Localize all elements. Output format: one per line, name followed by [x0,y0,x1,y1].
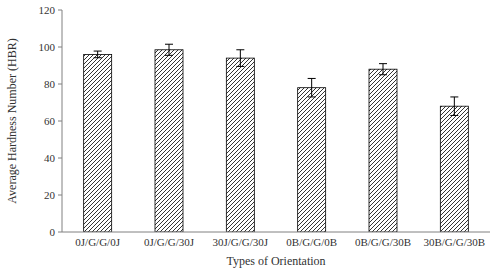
error-stem [383,64,384,75]
bar [369,69,397,232]
y-tick-label: 120 [39,4,56,16]
error-cap [450,115,458,116]
y-tick [58,158,62,159]
bar [440,106,468,232]
error-stem [169,44,170,55]
x-tick-label: 0J/G/G/30J [144,236,195,248]
y-tick [58,84,62,85]
x-axis [62,232,490,233]
y-axis-label: Average Hardness Number (HBR) [5,38,19,203]
error-stem [311,78,312,97]
error-cap [308,78,316,79]
y-tick [58,10,62,11]
y-tick [58,232,62,233]
x-tick-label: 0B/G/G/30B [355,236,411,248]
error-cap [94,51,102,52]
y-tick-label: 0 [50,226,56,238]
x-tick-label: 30B/G/G/30B [423,236,485,248]
error-stem [240,50,241,67]
error-bar [450,97,458,116]
x-tick-label: 30J/G/G/30J [213,236,269,248]
bars [84,44,469,232]
error-cap [165,44,173,45]
error-cap [94,57,102,58]
x-axis-label: Types of Orientation [226,254,325,268]
bar [155,50,183,232]
error-stem [97,51,98,58]
error-cap [308,96,316,97]
x-tick-label: 0J/G/G/0J [75,236,120,248]
y-tick-label: 80 [44,78,56,90]
y-tick-label: 60 [44,115,56,127]
chart-container: 0 20 40 60 80 100 120 0J/G/G/0J 0J/G/G/30J 30J/G/… [0,0,500,272]
chart: 0 20 40 60 80 100 120 0J/G/G/0J 0J/G/G/30J 30J/G/… [0,0,500,272]
y-tick [58,47,62,48]
error-bar [379,64,387,75]
y-tick-label: 100 [39,41,56,53]
error-bar [236,50,244,67]
y-tick-label: 20 [44,189,56,201]
bar [298,88,326,232]
y-tick-label: 40 [44,152,56,164]
error-bar [308,78,316,97]
error-cap [236,66,244,67]
bar [226,58,254,232]
bar [84,54,112,232]
error-cap [379,74,387,75]
error-bar [165,44,173,55]
error-cap [450,96,458,97]
error-cap [236,49,244,50]
error-stem [454,97,455,116]
x-tick-label: 0B/G/G/0B [286,236,337,248]
error-bar [94,51,102,58]
error-cap [165,55,173,56]
error-cap [379,63,387,64]
y-tick [58,195,62,196]
y-tick [58,121,62,122]
